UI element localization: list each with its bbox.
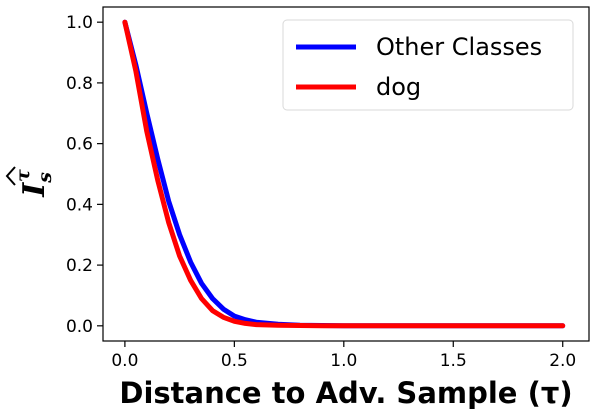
- legend-label-other-classes: Other Classes: [376, 33, 542, 61]
- y-axis-label-subscript: s: [34, 172, 56, 184]
- series-layer: [122, 19, 566, 329]
- x-tick-label: 1.5: [440, 351, 467, 371]
- y-tick-label: 1.0: [66, 13, 93, 33]
- x-axis-ticks: 0.0 0.5 1.0 1.5 2.0: [111, 341, 576, 371]
- x-axis-label: Distance to Adv. Sample (τ): [119, 376, 572, 410]
- y-tick-label: 0.6: [66, 135, 93, 155]
- y-axis-label-hat: [5, 166, 16, 186]
- y-tick-label: 0.2: [66, 256, 93, 276]
- x-tick-label: 2.0: [549, 351, 576, 371]
- legend: Other Classes dog: [282, 19, 574, 111]
- legend-label-dog: dog: [376, 73, 421, 101]
- y-tick-label: 0.0: [66, 317, 93, 337]
- x-tick-label: 1.0: [330, 351, 357, 371]
- svg-text:Isτ: Isτ: [12, 169, 56, 198]
- y-axis-ticks: 0.0 0.2 0.4 0.6 0.8 1.0: [66, 13, 103, 337]
- y-axis-label: Isτ: [5, 166, 56, 198]
- y-tick-label: 0.4: [66, 195, 93, 215]
- plot-frame: [102, 6, 590, 342]
- x-tick-label: 0.5: [221, 351, 248, 371]
- x-tick-label: 0.0: [111, 351, 138, 371]
- y-axis-label-base: I: [17, 182, 52, 198]
- series-line-dog: [122, 19, 566, 329]
- y-tick-label: 0.8: [66, 74, 93, 94]
- y-axis-label-superscript: τ: [12, 169, 34, 182]
